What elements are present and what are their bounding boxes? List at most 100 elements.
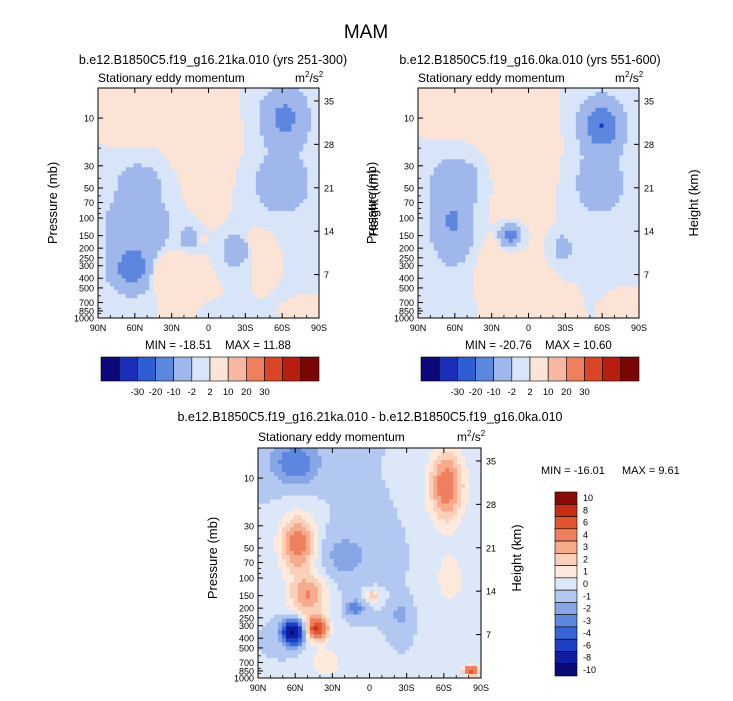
heatmap-cell — [184, 175, 190, 180]
heatmap-cell — [232, 230, 237, 236]
heatmap-cell — [461, 147, 466, 153]
heatmap-cell — [184, 187, 190, 192]
heatmap-cell — [184, 147, 190, 153]
heatmap-cell — [192, 187, 198, 192]
heatmap-cell — [603, 99, 609, 105]
heatmap-cell — [504, 131, 510, 137]
heatmap-cell — [287, 306, 292, 311]
heatmap-cell — [516, 159, 522, 164]
heatmap-cell — [236, 175, 241, 180]
heatmap-cell — [263, 91, 269, 97]
heatmap-cell — [208, 254, 214, 260]
heatmap-cell — [137, 278, 143, 283]
heatmap-cell — [461, 119, 466, 125]
heatmap-cell — [611, 191, 616, 196]
heatmap-cell — [481, 175, 486, 180]
heatmap-cell — [560, 163, 565, 168]
heatmap-cell — [216, 95, 221, 101]
heatmap-cell — [307, 222, 312, 228]
heatmap-cell — [275, 127, 281, 133]
heatmap-cell — [599, 163, 605, 168]
heatmap-cell — [244, 230, 249, 236]
heatmap-cell — [161, 266, 166, 272]
heatmap-cell — [425, 175, 431, 180]
heatmap-cell — [200, 266, 206, 272]
heatmap-cell — [157, 310, 162, 315]
heatmap-cell — [524, 111, 530, 117]
heatmap-cell — [485, 115, 490, 121]
heatmap-cell — [200, 107, 206, 113]
heatmap-cell — [165, 266, 170, 272]
heatmap-cell — [437, 115, 443, 121]
heatmap-cell — [291, 91, 296, 97]
heatmap-cell — [141, 210, 146, 216]
heatmap-cell — [184, 238, 190, 244]
heatmap-cell — [307, 187, 312, 192]
heatmap-cell — [204, 119, 210, 125]
heatmap-cell — [129, 147, 135, 153]
heatmap-cell — [283, 298, 289, 303]
y-right-tick-label: 28 — [324, 140, 334, 150]
heatmap-cell — [504, 127, 510, 133]
heatmap-cell — [279, 282, 285, 287]
heatmap-cell — [583, 91, 589, 97]
heatmap-cell — [149, 131, 154, 137]
heatmap-cell — [571, 127, 577, 133]
heatmap-cell — [251, 159, 257, 164]
heatmap-cell — [469, 139, 474, 145]
heatmap-cell — [113, 234, 119, 240]
heatmap-cell — [449, 147, 455, 153]
heatmap-cell — [453, 91, 459, 97]
heatmap-cell — [311, 171, 316, 176]
heatmap-cell — [560, 147, 565, 153]
heatmap-cell — [275, 302, 281, 307]
heatmap-cell — [251, 179, 257, 184]
heatmap-cell — [251, 163, 257, 168]
heatmap-cell — [204, 203, 210, 208]
heatmap-cell — [121, 302, 127, 307]
heatmap-cell — [251, 242, 257, 248]
heatmap-cell — [271, 278, 277, 283]
heatmap-cell — [188, 179, 194, 184]
heatmap-cell — [109, 195, 115, 200]
heatmap-cell — [109, 199, 115, 204]
heatmap-cell — [169, 230, 174, 236]
heatmap-cell — [591, 88, 597, 93]
heatmap-cell — [244, 258, 249, 264]
heatmap-cell — [204, 294, 210, 299]
heatmap-cell — [445, 179, 451, 184]
heatmap-cell — [157, 278, 162, 283]
heatmap-cell — [307, 218, 312, 224]
heatmap-cell — [236, 230, 241, 236]
heatmap-cell — [418, 119, 423, 125]
heatmap-cell — [224, 171, 229, 176]
heatmap-cell — [421, 143, 427, 149]
heatmap-cell — [98, 91, 103, 97]
heatmap-cell — [481, 191, 486, 196]
heatmap-cell — [228, 246, 233, 252]
heatmap-cell — [299, 175, 304, 180]
heatmap-cell — [267, 230, 273, 236]
heatmap-cell — [141, 266, 146, 272]
heatmap-cell — [109, 127, 115, 133]
heatmap-cell — [105, 298, 111, 303]
heatmap-cell — [161, 210, 166, 216]
heatmap-cell — [587, 111, 593, 117]
heatmap-cell — [473, 159, 478, 164]
heatmap-cell — [631, 143, 636, 149]
heatmap-cell — [453, 103, 459, 109]
heatmap-cell — [129, 203, 135, 208]
heatmap-cell — [461, 123, 466, 129]
heatmap-cell — [631, 127, 636, 133]
heatmap-cell — [125, 107, 131, 113]
heatmap-cell — [441, 139, 447, 145]
heatmap-cell — [224, 258, 229, 264]
heatmap-cell — [180, 199, 186, 204]
heatmap-cell — [492, 107, 498, 113]
heatmap-cell — [299, 191, 304, 196]
heatmap-cell — [544, 159, 549, 164]
heatmap-cell — [485, 195, 490, 200]
heatmap-cell — [141, 282, 146, 287]
heatmap-cell — [500, 103, 506, 109]
heatmap-cell — [141, 99, 146, 105]
